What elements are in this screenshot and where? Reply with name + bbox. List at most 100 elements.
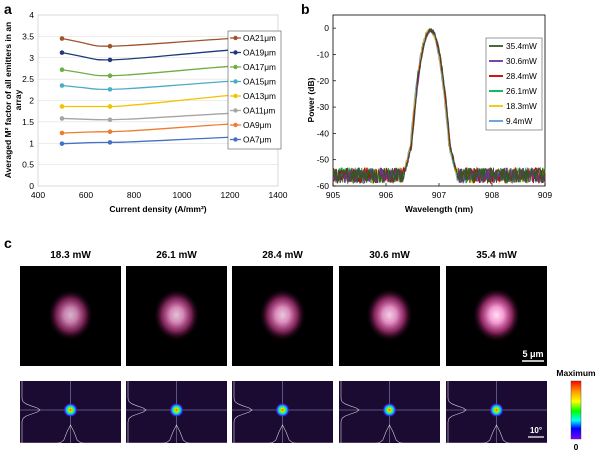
far-field-beam-spot (382, 403, 397, 417)
chart-a-data-point (107, 140, 113, 145)
chart-a-data-point (107, 87, 113, 92)
beam-power-label: 26.1 mW (156, 250, 197, 261)
chart-b-legend-label: 18.3mW (506, 101, 537, 111)
beam-power-label: 28.4 mW (262, 250, 303, 261)
chart-a-ytick-label: 0.5 (22, 160, 34, 170)
chart-a-legend-marker (233, 122, 238, 128)
chart-a-legend-label: OA21μm (243, 33, 276, 43)
chart-a-ytick-label: 1 (29, 138, 34, 148)
chart-a-ytick-label: 3 (29, 53, 34, 63)
near-field-beam-spot (153, 289, 200, 341)
chart-b-ytick-label: -40 (317, 128, 330, 138)
chart-b-legend-label: 26.1mW (506, 86, 537, 96)
chart-a-data-point (59, 83, 65, 88)
chart-a-xtick-label: 1400 (269, 190, 288, 200)
beam-power-label: 30.6 mW (369, 250, 410, 261)
near-field-beam-spot (259, 288, 306, 342)
chart-a-legend-label: OA9μm (243, 120, 271, 130)
chart-a-series-line (61, 123, 231, 134)
chart-a-data-point (59, 36, 65, 41)
chart-a-xtick-label: 400 (31, 190, 45, 200)
chart-a-legend-marker (233, 108, 238, 113)
far-field-profile-vertical (21, 381, 41, 443)
chart-b-spectrum-line (332, 28, 546, 184)
chart-a-ytick-label: 2.5 (22, 74, 34, 84)
chart-a-series-line (62, 94, 231, 108)
scale-bar-label: 5 μm (522, 349, 543, 359)
chart-a-xtick-label: 1200 (221, 190, 240, 200)
chart-b-legend-box (485, 37, 543, 131)
chart-a-legend-label: OA11μm (243, 106, 275, 116)
chart-b-xtick-label: 909 (538, 190, 552, 200)
near-field-beam-spot (472, 288, 521, 342)
far-field-profile-horizontal (339, 424, 440, 444)
chart-a-xtick-label: 1000 (173, 190, 192, 200)
angle-bar-label: 10° (530, 426, 542, 435)
chart-a-data-point (107, 57, 113, 63)
chart-b-ytick-label: -20 (317, 76, 330, 86)
chart-b-legend-label: 30.6mW (506, 56, 537, 66)
beam-power-label: 18.3 mW (50, 250, 91, 261)
chart-a-ytick-label: 4 (29, 10, 34, 20)
beam-power-label: 35.4 mW (476, 250, 517, 261)
chart-a-legend-marker (233, 79, 238, 84)
chart-a-xtick-label: 600 (79, 190, 93, 200)
chart-a-data-point (59, 67, 65, 73)
far-field-profile-vertical (127, 381, 147, 443)
chart-a-legend-label: OA19μm (243, 48, 276, 58)
chart-a-legend-box (227, 30, 282, 150)
chart-a-legend-marker (233, 64, 238, 70)
colorbar-min-label: 0 (574, 442, 579, 452)
far-field-profile-horizontal (232, 424, 333, 444)
chart-a-series-line (61, 136, 231, 145)
near-field-beam-spot (366, 288, 413, 342)
chart-b-ylabel: Power (dB) (306, 77, 316, 122)
chart-b-legend-label: 35.4mW (506, 41, 537, 51)
chart-a-series-line (61, 65, 231, 77)
chart-a-data-point (59, 141, 65, 146)
chart-a-ylabel-line1: Averaged M² factor of all emitters in an (3, 22, 13, 179)
far-field-profile-vertical (233, 381, 253, 443)
chart-a-legend-label: OA7μm (243, 135, 271, 145)
panel-label-a: a (4, 1, 12, 17)
chart-b-xtick-label: 907 (432, 190, 446, 200)
chart-b-legend-label: 9.4mW (506, 116, 532, 126)
far-field-profile-vertical (340, 381, 360, 443)
chart-a-legend-label: OA17μm (243, 62, 276, 72)
chart-b-xlabel: Wavelength (nm) (405, 204, 473, 214)
colorbar: Maximum 0 (556, 368, 596, 452)
chart-a-ytick-label: 3.5 (22, 31, 34, 41)
chart-a-data-point (107, 104, 113, 109)
chart-a-ytick-label: 1.5 (22, 117, 34, 127)
chart-a-data-point (107, 129, 113, 135)
chart-b-ytick-label: -10 (317, 49, 330, 59)
chart-b-ytick-label: -30 (317, 102, 330, 112)
beam-images-panel: 18.3 mW 26.1 mW 28.4 mW 30.6 mW 35.4 mW 5 μm 1… (20, 250, 547, 444)
chart-a-legend-marker (233, 35, 238, 41)
far-field-beam-spot (169, 403, 184, 417)
chart-a-data-point (107, 43, 113, 49)
chart-b-xtick-label: 905 (326, 190, 340, 200)
colorbar-max-label: Maximum (556, 368, 596, 378)
chart-a-series-line (61, 80, 231, 91)
chart-a-ylabel-line2: array (13, 89, 23, 110)
far-field-profile-horizontal (126, 424, 227, 444)
far-field-profile-vertical (447, 381, 467, 443)
chart-a-data-point (107, 73, 113, 79)
chart-a-legend-marker (233, 93, 238, 99)
chart-a-legend-label: OA13μm (243, 91, 276, 101)
chart-a-ytick-label: 0 (29, 181, 34, 191)
chart-a-xtick-label: 800 (127, 190, 141, 200)
chart-a-data-point (59, 116, 65, 121)
chart-a-series-line (61, 112, 231, 121)
chart-b-xtick-label: 908 (485, 190, 499, 200)
chart-a-data-point (59, 130, 65, 136)
far-field-profile-horizontal (446, 424, 547, 444)
chart-a-legend-marker (233, 50, 238, 55)
colorbar-gradient (570, 380, 582, 440)
chart-b-ytick-label: -60 (317, 181, 330, 191)
chart-a-xlabel: Current density (A/mm²) (109, 204, 206, 214)
chart-b-ytick-label: -50 (317, 155, 330, 165)
